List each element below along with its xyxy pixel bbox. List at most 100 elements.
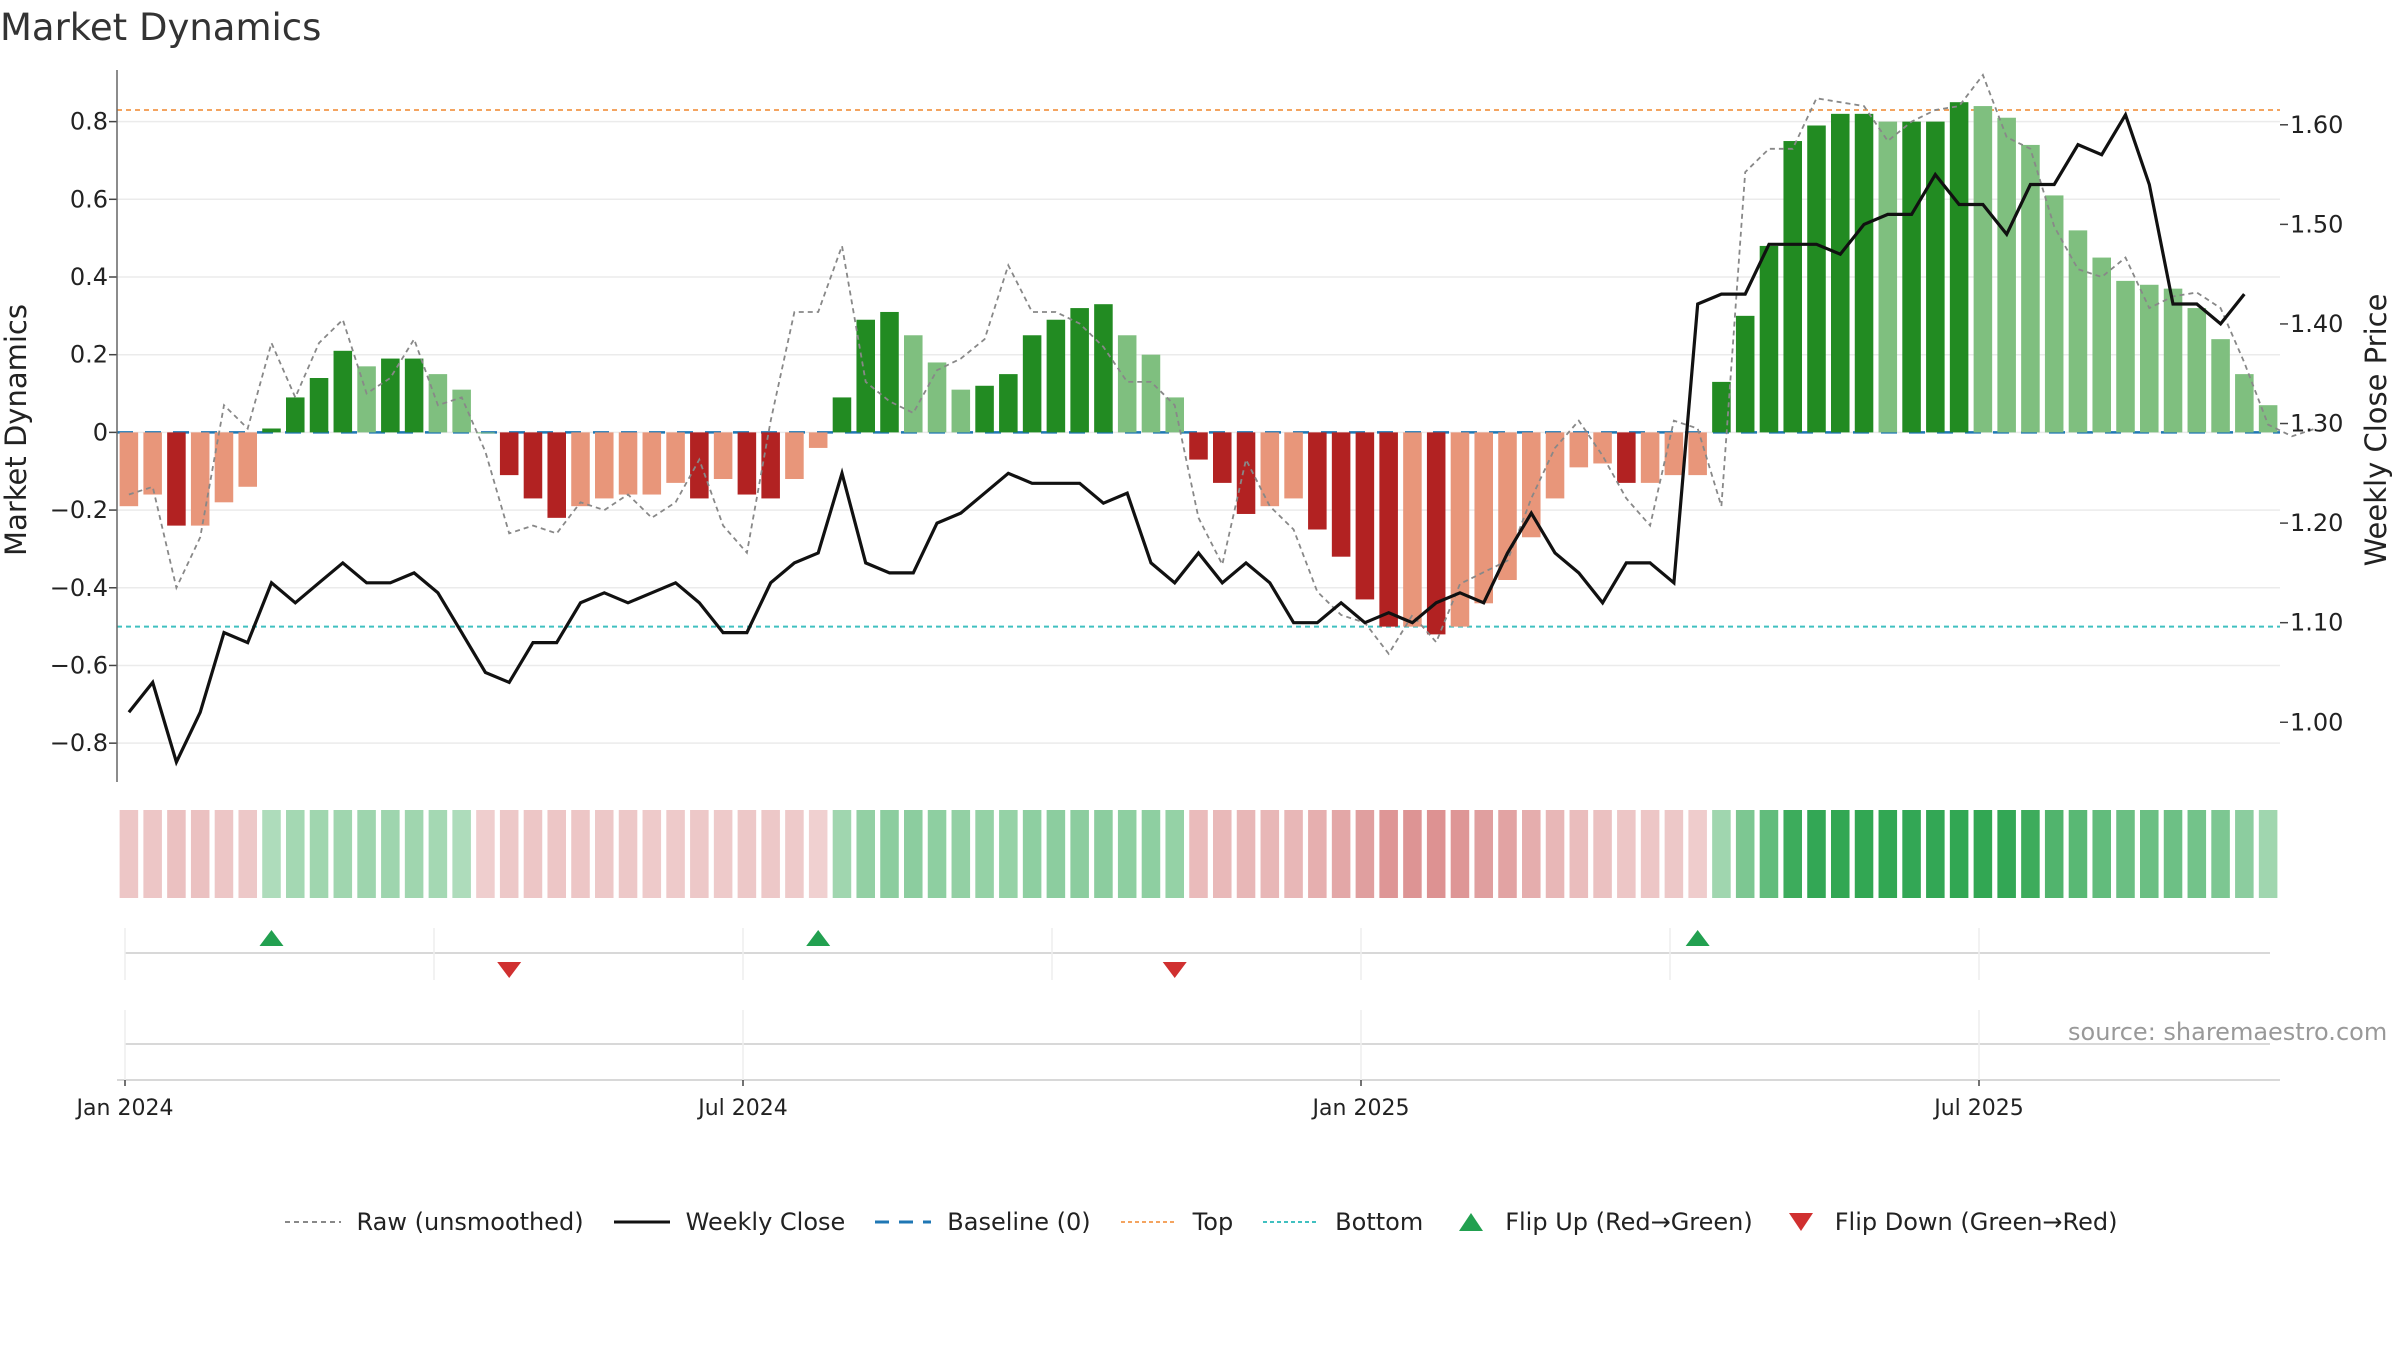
dynamics-bar bbox=[713, 432, 733, 479]
axis-layer: 0.8 0.6 0.4 0.2 0 −0.2 −0.4 −0.6 −0.8 1.60 1.50 1.4… bbox=[0, 70, 2393, 782]
sentiment-cell bbox=[2068, 810, 2088, 898]
sentiment-cell bbox=[381, 810, 400, 898]
sentiment-cell bbox=[1735, 810, 1755, 898]
dynamics-bar bbox=[880, 311, 899, 433]
x-tick-label: Jul 2025 bbox=[1932, 1096, 2024, 1121]
dynamics-bar bbox=[119, 432, 139, 507]
dynamics-bar bbox=[808, 432, 828, 448]
sentiment-cell bbox=[1997, 810, 2016, 898]
dynamics-bar bbox=[2235, 374, 2254, 433]
dynamics-bar bbox=[1688, 432, 1707, 476]
dynamics-bar bbox=[1926, 121, 1945, 433]
y-axis-title: Market Dynamics bbox=[0, 304, 33, 556]
sentiment-cell bbox=[1973, 810, 1993, 898]
dynamics-bar bbox=[999, 374, 1018, 433]
sentiment-cell bbox=[1902, 810, 1921, 898]
dynamics-bar bbox=[690, 432, 709, 499]
sentiment-cell bbox=[1117, 810, 1137, 898]
sentiment-cell bbox=[1617, 810, 1636, 898]
dynamics-bar bbox=[143, 432, 162, 495]
sentiment-cell bbox=[1640, 810, 1660, 898]
sentiment-cell bbox=[333, 810, 353, 898]
dynamics-bar bbox=[2044, 195, 2064, 433]
sentiment-cell bbox=[975, 810, 994, 898]
legend-label-flip-up: Flip Up (Red→Green) bbox=[1505, 1208, 1753, 1236]
dynamics-bar bbox=[1094, 304, 1113, 433]
sentiment-cell bbox=[1426, 810, 1446, 898]
sentiment-cell bbox=[999, 810, 1018, 898]
dynamics-bar bbox=[2068, 230, 2088, 433]
dynamics-bar bbox=[927, 362, 947, 433]
legend-label-flip-down: Flip Down (Green→Red) bbox=[1834, 1208, 2118, 1236]
sentiment-cell bbox=[1474, 810, 1494, 898]
dynamics-bar bbox=[737, 432, 757, 495]
dynamics-bar bbox=[1712, 381, 1731, 433]
sentiment-cell bbox=[1830, 810, 1850, 898]
dynamics-bar bbox=[214, 432, 234, 503]
sentiment-cell bbox=[2021, 810, 2040, 898]
y2-tick-label: 1.60 bbox=[2290, 111, 2343, 139]
flip-panel bbox=[124, 928, 2270, 980]
dynamics-bar bbox=[951, 389, 971, 433]
sentiment-cell bbox=[1807, 810, 1826, 898]
dynamics-bar bbox=[642, 432, 662, 495]
dynamics-bar bbox=[1902, 121, 1921, 433]
dynamics-bar bbox=[2021, 144, 2040, 433]
sentiment-cell bbox=[1189, 810, 1208, 898]
legend-bottom-swatch bbox=[1263, 1221, 1320, 1223]
sentiment-cell bbox=[1403, 810, 1422, 898]
sentiment-cell bbox=[285, 810, 305, 898]
sentiment-cell bbox=[2187, 810, 2207, 898]
sentiment-cell bbox=[808, 810, 828, 898]
dynamics-bar bbox=[333, 350, 353, 433]
chart-canvas: 0.8 0.6 0.4 0.2 0 −0.2 −0.4 −0.6 −0.8 1.60 1.50 1.4… bbox=[0, 70, 2393, 1121]
dynamics-bar bbox=[1189, 432, 1208, 460]
sentiment-cell bbox=[1664, 810, 1684, 898]
sentiment-cell bbox=[2139, 810, 2159, 898]
sentiment-cell bbox=[2044, 810, 2064, 898]
dynamics-bar bbox=[1260, 432, 1280, 507]
flip-up-marker bbox=[1685, 930, 1710, 946]
sentiment-cell bbox=[143, 810, 162, 898]
sentiment-cell bbox=[1308, 810, 1327, 898]
sentiment-cell bbox=[190, 810, 210, 898]
grid-layer bbox=[117, 120, 2280, 744]
weekly-close-line bbox=[127, 111, 2246, 767]
dynamics-bar bbox=[357, 366, 376, 433]
sentiment-cell bbox=[404, 810, 424, 898]
sentiment-cell bbox=[713, 810, 733, 898]
legend-label-top: Top bbox=[1192, 1208, 1234, 1236]
dynamics-bar bbox=[285, 397, 305, 433]
dynamics-bar bbox=[1830, 113, 1850, 433]
dynamics-bar bbox=[309, 378, 329, 433]
dynamics-bar bbox=[1783, 141, 1803, 433]
sentiment-cell bbox=[523, 810, 543, 898]
dynamics-bar bbox=[1426, 432, 1446, 635]
y2-tick-label: 1.20 bbox=[2290, 509, 2343, 537]
sentiment-cell bbox=[571, 810, 590, 898]
x-tick-label: Jan 2024 bbox=[75, 1096, 174, 1121]
dynamics-bar bbox=[1878, 121, 1898, 433]
y2-tick-label: 1.50 bbox=[2290, 210, 2343, 238]
dynamics-bar bbox=[1284, 432, 1303, 499]
sentiment-cell bbox=[666, 810, 685, 898]
dynamics-bar bbox=[1379, 432, 1398, 627]
sentiment-cell bbox=[1046, 810, 1066, 898]
sentiment-cell bbox=[903, 810, 923, 898]
sentiment-cell bbox=[1070, 810, 1089, 898]
sentiment-cell bbox=[1783, 810, 1803, 898]
sentiment-cell bbox=[1236, 810, 1256, 898]
sentiment-cell bbox=[1593, 810, 1612, 898]
sentiment-cell bbox=[1569, 810, 1589, 898]
dynamics-bar bbox=[167, 432, 186, 526]
sentiment-cell bbox=[856, 810, 876, 898]
legend-raw-swatch bbox=[284, 1221, 341, 1223]
y-tick-label: 0.2 bbox=[70, 341, 108, 369]
sentiment-cell bbox=[547, 810, 567, 898]
sentiment-cell bbox=[119, 810, 139, 898]
sentiment-cell bbox=[951, 810, 971, 898]
sentiment-cell bbox=[1379, 810, 1398, 898]
dynamics-bar bbox=[452, 389, 471, 433]
y-tick-label: 0.4 bbox=[70, 263, 108, 291]
dynamics-bar bbox=[666, 432, 685, 483]
